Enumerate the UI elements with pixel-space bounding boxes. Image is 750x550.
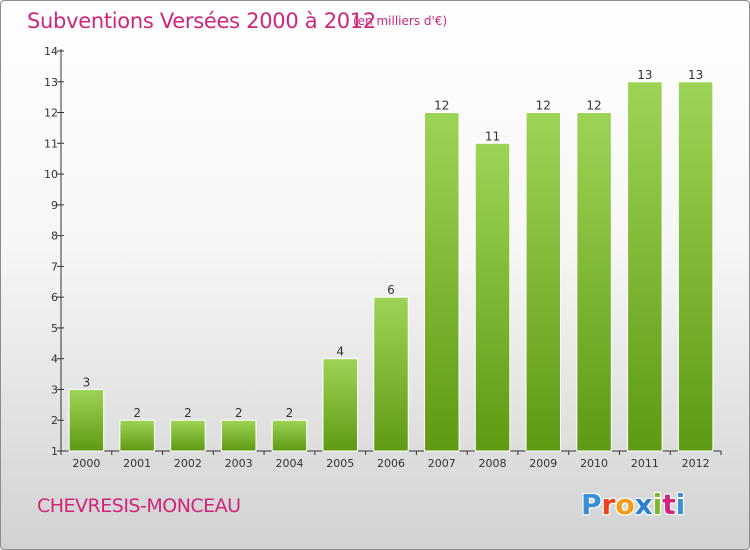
x-tick-label: 2004 xyxy=(275,457,303,470)
logo-letter: x xyxy=(634,488,653,521)
x-tick-label: 2000 xyxy=(72,457,100,470)
bar xyxy=(474,142,511,452)
data-label: 13 xyxy=(688,68,703,82)
data-label: 13 xyxy=(637,68,652,82)
bar xyxy=(170,419,206,452)
y-tick-label: 5 xyxy=(51,322,58,335)
x-tick-label: 2012 xyxy=(682,457,710,470)
logo-letter: i xyxy=(652,488,663,521)
bar xyxy=(525,112,562,452)
bar xyxy=(576,112,612,452)
data-label: 2 xyxy=(235,406,243,420)
y-tick-label: 10 xyxy=(44,168,58,181)
bar xyxy=(271,419,308,452)
data-label: 12 xyxy=(586,99,601,113)
data-label: 2 xyxy=(286,406,294,420)
x-tick-label: 2005 xyxy=(326,457,354,470)
y-tick-label: 9 xyxy=(51,199,58,212)
y-tick-label: 13 xyxy=(44,76,58,89)
x-tick-label: 2008 xyxy=(479,457,507,470)
y-tick-label: 12 xyxy=(44,107,58,120)
x-tick-label: 2011 xyxy=(631,457,659,470)
y-tick-label: 3 xyxy=(51,383,58,396)
bar xyxy=(627,81,663,452)
data-label: 2 xyxy=(133,406,141,420)
x-tick-label: 2010 xyxy=(580,457,608,470)
bar xyxy=(322,358,358,452)
logo-letter: r xyxy=(601,488,616,521)
y-tick-label: 11 xyxy=(44,137,58,150)
data-label: 12 xyxy=(536,99,551,113)
bar xyxy=(220,419,257,452)
x-tick-label: 2006 xyxy=(377,457,405,470)
x-tick-label: 2003 xyxy=(225,457,253,470)
x-tick-label: 2007 xyxy=(428,457,456,470)
x-tick-label: 2009 xyxy=(529,457,557,470)
proxiti-logo: Proxiti xyxy=(581,488,685,521)
y-tick-label: 14 xyxy=(44,45,58,58)
data-label: 4 xyxy=(336,345,344,359)
y-tick-label: 6 xyxy=(51,291,58,304)
bar xyxy=(68,388,105,452)
chart-unit: (en milliers d'€) xyxy=(353,14,448,28)
y-tick-label: 8 xyxy=(51,230,58,243)
logo-letter: o xyxy=(615,488,635,521)
logo-letter: P xyxy=(581,488,602,521)
bar xyxy=(677,81,714,452)
data-label: 2 xyxy=(184,406,192,420)
y-tick-label: 4 xyxy=(51,353,58,366)
logo-letter: t xyxy=(662,488,676,521)
data-label: 11 xyxy=(485,129,500,143)
y-tick-label: 1 xyxy=(51,445,58,458)
bar xyxy=(373,296,409,452)
bar xyxy=(119,419,155,452)
commune-name: CHEVRESIS-MONCEAU xyxy=(37,495,241,517)
y-tick-label: 2 xyxy=(51,414,58,427)
data-label: 3 xyxy=(83,375,91,389)
bar xyxy=(424,112,460,452)
x-tick-label: 2002 xyxy=(174,457,202,470)
y-tick-label: 7 xyxy=(51,260,58,273)
data-label: 12 xyxy=(434,99,449,113)
data-label: 6 xyxy=(387,283,395,297)
logo-letter: i xyxy=(675,488,686,521)
x-tick-label: 2001 xyxy=(123,457,151,470)
chart-title: Subventions Versées 2000 à 2012 xyxy=(27,9,376,33)
